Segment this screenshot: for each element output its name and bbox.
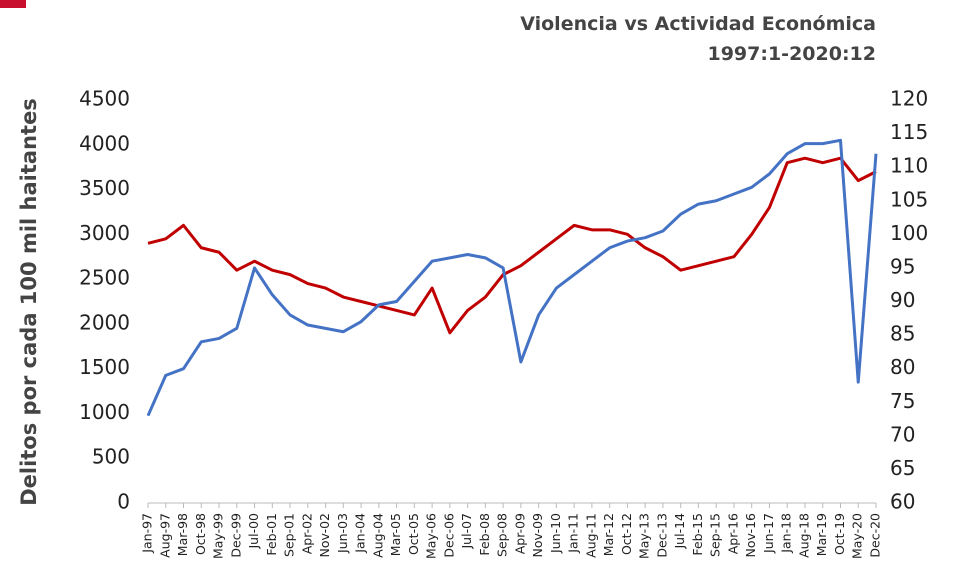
y-tick-label: 4000	[79, 131, 130, 155]
y2-tick-label: 65	[890, 456, 915, 480]
y-axis-label: Delitos por cada 100 mil haitantes	[17, 98, 41, 506]
y2-tick-label: 70	[890, 422, 915, 446]
x-tick-label: Nov-09	[530, 513, 545, 558]
x-tick-label: Dec-13	[654, 513, 669, 558]
x-tick-label: Aug-97	[157, 513, 172, 558]
y2-tick-label: 90	[890, 288, 915, 312]
x-tick-label: Oct-05	[406, 513, 421, 555]
y-tick-label: 3000	[79, 221, 130, 245]
x-tick-label: Oct-98	[193, 513, 208, 555]
y-tick-label: 1500	[79, 355, 130, 379]
y2-tick-label: 100	[890, 221, 928, 245]
y2-tick-label: 120	[890, 87, 928, 111]
x-tick-label: May-99	[211, 513, 226, 559]
x-tick-label: Aug-18	[796, 513, 811, 558]
x-tick-label: Oct-12	[619, 513, 634, 555]
x-tick-label: Sep-08	[495, 513, 510, 557]
x-tick-label: Jul-07	[459, 513, 474, 550]
y2-tick-label: 95	[890, 254, 915, 278]
x-tick-label: Mar-98	[175, 513, 190, 556]
x-tick-label: Jan-11	[566, 513, 581, 554]
x-tick-label: Mar-05	[388, 513, 403, 556]
y2-tick-label: 60	[890, 490, 915, 514]
x-tick-label: Jan-04	[353, 513, 368, 554]
x-tick-label: Feb-08	[477, 513, 492, 556]
x-tick-label: Feb-15	[690, 513, 705, 556]
x-tick-label: May-13	[637, 513, 652, 559]
x-tick-label: Jan-97	[140, 513, 155, 554]
x-tick-label: Dec-20	[868, 513, 883, 558]
x-tick-label: Sep-15	[708, 513, 723, 557]
x-tick-label: Jul-14	[672, 513, 687, 550]
chart-title: Violencia vs Actividad Económica	[520, 13, 876, 35]
x-tick-label: Nov-02	[317, 513, 332, 557]
y-tick-label: 500	[92, 445, 130, 469]
x-tick-label: Apr-09	[512, 513, 527, 554]
y-tick-label: 2000	[79, 310, 130, 334]
x-tick-label: Jun-10	[548, 513, 563, 554]
y2-tick-label: 110	[890, 154, 928, 178]
x-tick-label: Jan-18	[779, 513, 794, 554]
series-line	[147, 156, 877, 335]
x-tick-label: Jun-03	[335, 513, 350, 554]
x-tick-label: Aug-04	[370, 513, 385, 558]
x-tick-label: Mar-19	[814, 513, 829, 556]
chart-subtitle: 1997:1-2020:12	[707, 43, 876, 65]
y2-tick-label: 75	[890, 389, 915, 413]
series-line	[146, 138, 878, 417]
x-tick-label: Dec-99	[228, 513, 243, 558]
x-tick-label: May-06	[424, 513, 439, 559]
y2-tick-label: 105	[890, 187, 928, 211]
y-tick-label: 2500	[79, 266, 130, 290]
x-tick-label: Mar-12	[601, 513, 616, 556]
x-tick-label: Feb-01	[264, 513, 279, 556]
corner-mark	[0, 0, 26, 8]
y-tick-label: 4500	[79, 87, 130, 111]
y-tick-label: 1000	[79, 400, 130, 424]
x-tick-label: May-20	[850, 513, 865, 559]
y2-tick-label: 115	[890, 120, 928, 144]
y2-tick-label: 85	[890, 322, 915, 346]
x-tick-label: Jul-00	[246, 513, 261, 550]
x-tick-label: Aug-11	[583, 513, 598, 558]
y-tick-label: 3500	[79, 176, 130, 200]
x-tick-label: Oct-19	[832, 513, 847, 555]
x-tick-label: Nov-16	[743, 513, 758, 558]
x-tick-label: Apr-02	[299, 513, 314, 554]
x-tick-label: Dec-06	[441, 513, 456, 558]
x-tick-label: Apr-16	[725, 513, 740, 554]
x-tick-label: Jun-17	[761, 513, 776, 554]
y-tick-label: 0	[117, 490, 130, 514]
y2-tick-label: 80	[890, 355, 915, 379]
x-tick-label: Sep-01	[282, 513, 297, 557]
